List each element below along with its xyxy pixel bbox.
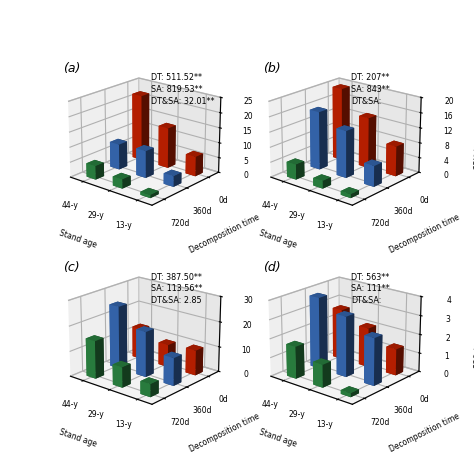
Text: DT: 387.50**
SA: 113.56**
DT&SA: 2.85: DT: 387.50** SA: 113.56** DT&SA: 2.85 — [151, 273, 202, 305]
Y-axis label: Decomposition time: Decomposition time — [388, 212, 461, 255]
Y-axis label: Decomposition time: Decomposition time — [188, 411, 261, 454]
Y-axis label: Decomposition time: Decomposition time — [188, 212, 261, 255]
Text: (a): (a) — [63, 62, 81, 75]
Text: (d): (d) — [264, 261, 281, 274]
Text: (c): (c) — [63, 261, 80, 274]
X-axis label: Stand age: Stand age — [258, 428, 298, 449]
Y-axis label: Decomposition time: Decomposition time — [388, 411, 461, 454]
Text: (b): (b) — [264, 62, 281, 75]
Text: DT: 511.52**
SA: 819.53**
DT&SA: 32.01**: DT: 511.52** SA: 819.53** DT&SA: 32.01** — [151, 73, 215, 106]
X-axis label: Stand age: Stand age — [57, 228, 97, 250]
Text: DT: 563**
SA: 111**
DT&SA:: DT: 563** SA: 111** DT&SA: — [351, 273, 390, 305]
Text: DT: 207**
SA: 843**
DT&SA:: DT: 207** SA: 843** DT&SA: — [351, 73, 390, 106]
X-axis label: Stand age: Stand age — [258, 228, 298, 250]
X-axis label: Stand age: Stand age — [57, 428, 97, 449]
